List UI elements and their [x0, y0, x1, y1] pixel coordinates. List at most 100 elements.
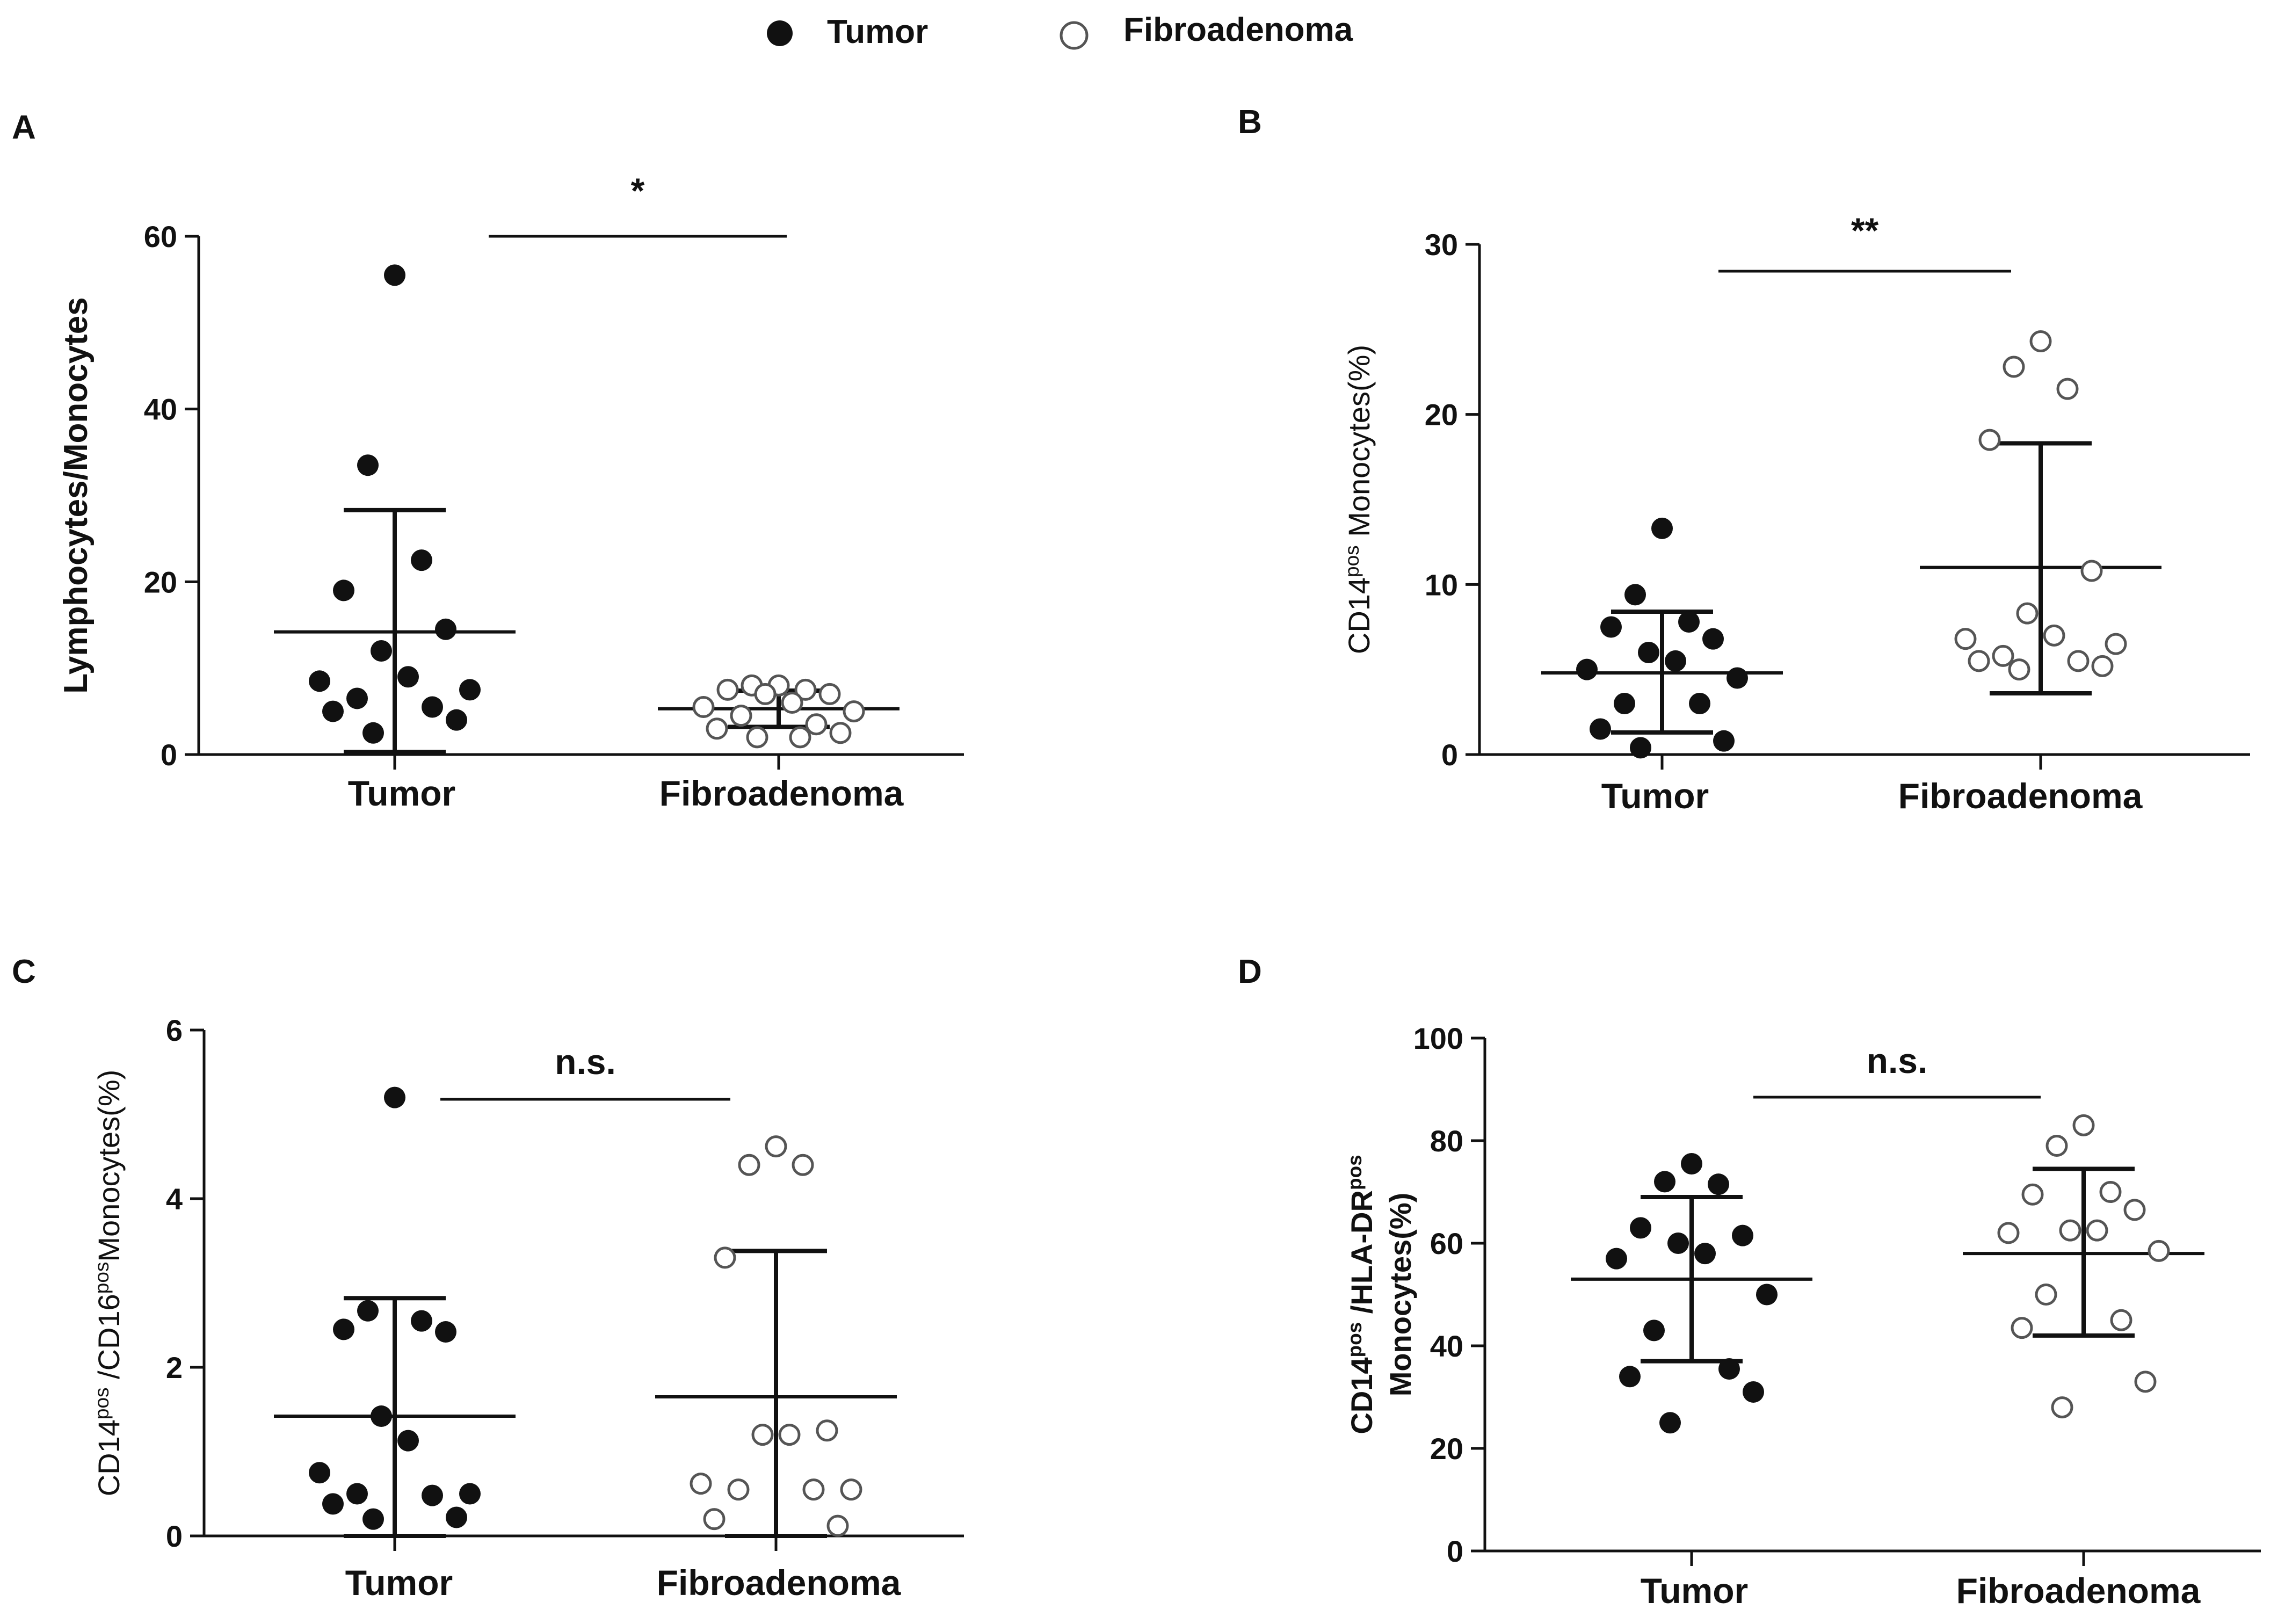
- panel-d-fibroadenoma-point: [1997, 1222, 2020, 1244]
- panel-b-fibroadenoma-point: [2008, 658, 2030, 681]
- panel-b-tumor-point: [1590, 718, 1611, 740]
- panel-d-fibroadenoma-point: [2035, 1284, 2057, 1306]
- panel-b-fibroadenoma-point: [2056, 378, 2079, 400]
- panel-a-y-axis-label: Lymphocytes/Monocytes: [57, 297, 95, 693]
- panel-a-tumor-point: [371, 640, 392, 662]
- panel-b-fibroadenoma-point: [2080, 560, 2103, 582]
- panel-d-tumor-point: [1667, 1233, 1689, 1254]
- panel-c-letter: C: [12, 953, 36, 990]
- panel-b-tumor-point: [1702, 628, 1724, 650]
- panel-c-fibroadenoma-point: [703, 1508, 726, 1531]
- panel-d-y-tick-label: 100: [1413, 1021, 1463, 1055]
- panel-a-fibroadenoma-point: [730, 705, 752, 727]
- panel-b-category-label: Fibroadenoma: [1898, 776, 2143, 816]
- panel-c-fibroadenoma-point: [826, 1514, 849, 1537]
- panel-b-fibroadenoma-point: [2043, 624, 2065, 647]
- panel-d-fibroadenoma-point: [2110, 1309, 2132, 1331]
- panel-d-tumor-point: [1743, 1381, 1764, 1403]
- panel-d-tumor-point: [1694, 1243, 1716, 1265]
- panel-a-fibroadenoma-point: [805, 713, 828, 736]
- panel-b-fibroadenoma-point: [2003, 356, 2025, 378]
- panel-b: B 0 10 20 30 Tumor Fibroadenoma CD14pos Monocyt…: [1238, 104, 2250, 816]
- panel-d-category-label: Tumor: [1641, 1571, 1748, 1611]
- panel-d-fibroadenoma-point: [2059, 1219, 2081, 1242]
- panel-a-y-tick-label: 60: [144, 220, 177, 253]
- panel-a-fibroadenoma-point: [829, 722, 852, 744]
- panel-a-y-tick-label: 0: [161, 738, 177, 772]
- panel-d-fibroadenoma-point: [2021, 1183, 2044, 1206]
- legend-fibroadenoma-marker: [1060, 21, 1089, 50]
- panel-d-fibroadenoma-point: [2086, 1219, 2108, 1242]
- panel-b-tumor-point: [1614, 693, 1635, 714]
- panel-a-tumor-point: [384, 264, 405, 286]
- panel-d-fibroadenoma-point: [2051, 1396, 2073, 1419]
- panel-a-tumor-point: [362, 722, 384, 744]
- panel-a-tumor-point: [446, 709, 467, 731]
- panel-c-y-tick-label: 4: [166, 1182, 183, 1216]
- panel-c-tumor-point: [435, 1321, 456, 1343]
- panel-a-tumor-point: [346, 687, 368, 709]
- panel-b-fibroadenoma-point: [2016, 602, 2039, 625]
- panel-c-tumor-point: [346, 1483, 368, 1505]
- panel-c-fibroadenoma-point: [751, 1424, 774, 1446]
- panel-d-tumor-point: [1681, 1152, 1702, 1175]
- panel-d-y-tick-label: 0: [1447, 1534, 1463, 1568]
- panel-a-letter: A: [12, 109, 36, 146]
- panel-b-tumor-point: [1665, 650, 1686, 672]
- panel-b-tumor-point: [1600, 616, 1622, 638]
- panel-a-category-label: Tumor: [348, 773, 455, 813]
- panel-c-fibroadenoma-point: [714, 1246, 736, 1269]
- panel-c-category-label: Fibroadenoma: [657, 1563, 902, 1603]
- legend-tumor-label: Tumor: [827, 13, 928, 50]
- legend: Tumor Fibroadenoma: [767, 11, 1353, 50]
- panel-b-y-tick-label: 10: [1425, 568, 1458, 601]
- panel-d-fibroadenoma-point: [2099, 1181, 2122, 1203]
- panel-c-tumor-point: [371, 1405, 392, 1427]
- panel-c-tumor-point: [422, 1484, 443, 1506]
- panel-d-tumor-point: [1718, 1358, 1740, 1380]
- legend-fibroadenoma-label: Fibroadenoma: [1123, 11, 1353, 48]
- panel-b-tumor-point: [1678, 611, 1700, 633]
- panel-b-y-tick-label: 30: [1425, 228, 1458, 262]
- panel-b-fibroadenoma-point: [2105, 633, 2127, 655]
- panel-d-tumor-point: [1659, 1412, 1681, 1434]
- panel-c-tumor-point: [362, 1508, 384, 1530]
- panel-c-tumor-point: [459, 1483, 481, 1505]
- panel-c-tumor-point: [446, 1506, 467, 1528]
- panel-c-significance-label: n.s.: [555, 1042, 616, 1082]
- panel-c-tumor-point: [411, 1310, 432, 1332]
- panel-c-tumor-point: [309, 1462, 330, 1484]
- panel-a-tumor-point: [422, 696, 443, 718]
- panel-d-fibroadenoma-point: [2123, 1199, 2146, 1221]
- panel-d-tumor-point: [1732, 1224, 1753, 1246]
- panel-d-tumor-point: [1756, 1284, 1778, 1306]
- panel-c-fibroadenoma-point: [802, 1478, 825, 1501]
- panel-b-category-label: Tumor: [1601, 776, 1709, 816]
- panel-d-y-tick-label: 20: [1430, 1432, 1463, 1466]
- panel-b-tumor-point: [1624, 584, 1646, 606]
- legend-tumor-marker: [767, 20, 793, 46]
- panel-a-tumor-point: [322, 700, 344, 722]
- panel-d-y-tick-label: 80: [1430, 1124, 1463, 1158]
- panel-c: C 0 2 4 6 Tumor Fibroadenoma CD14pos /CD16posMo…: [12, 953, 964, 1603]
- panel-c-fibroadenoma-point: [792, 1154, 814, 1176]
- panel-d-y-axis-label: CD14pos /HLA-DRpos: [1344, 1155, 1379, 1434]
- panel-a-category-label: Fibroadenoma: [659, 773, 904, 813]
- panel-b-tumor-point: [1713, 730, 1735, 752]
- panel-d-significance-label: n.s.: [1867, 1041, 1928, 1081]
- panel-c-fibroadenoma-point: [816, 1419, 838, 1442]
- panel-a-fibroadenoma-point: [754, 683, 777, 705]
- panel-d-y-tick-label: 60: [1430, 1227, 1463, 1260]
- panel-b-y-tick-label: 0: [1441, 738, 1458, 772]
- panel-a-tumor-point: [309, 670, 330, 692]
- panel-d-y-axis-label: Monocytes(%): [1383, 1193, 1417, 1397]
- panel-a-fibroadenoma-point: [789, 726, 811, 749]
- panel-d-fibroadenoma-point: [2045, 1135, 2068, 1157]
- panel-c-y-tick-label: 2: [166, 1351, 183, 1384]
- panel-c-y-tick-label: 6: [166, 1013, 183, 1047]
- panel-c-fibroadenoma-point: [738, 1154, 760, 1176]
- panel-a-fibroadenoma-point: [716, 678, 739, 701]
- panel-a-fibroadenoma-point: [692, 696, 715, 719]
- panel-d-tumor-point: [1654, 1171, 1675, 1193]
